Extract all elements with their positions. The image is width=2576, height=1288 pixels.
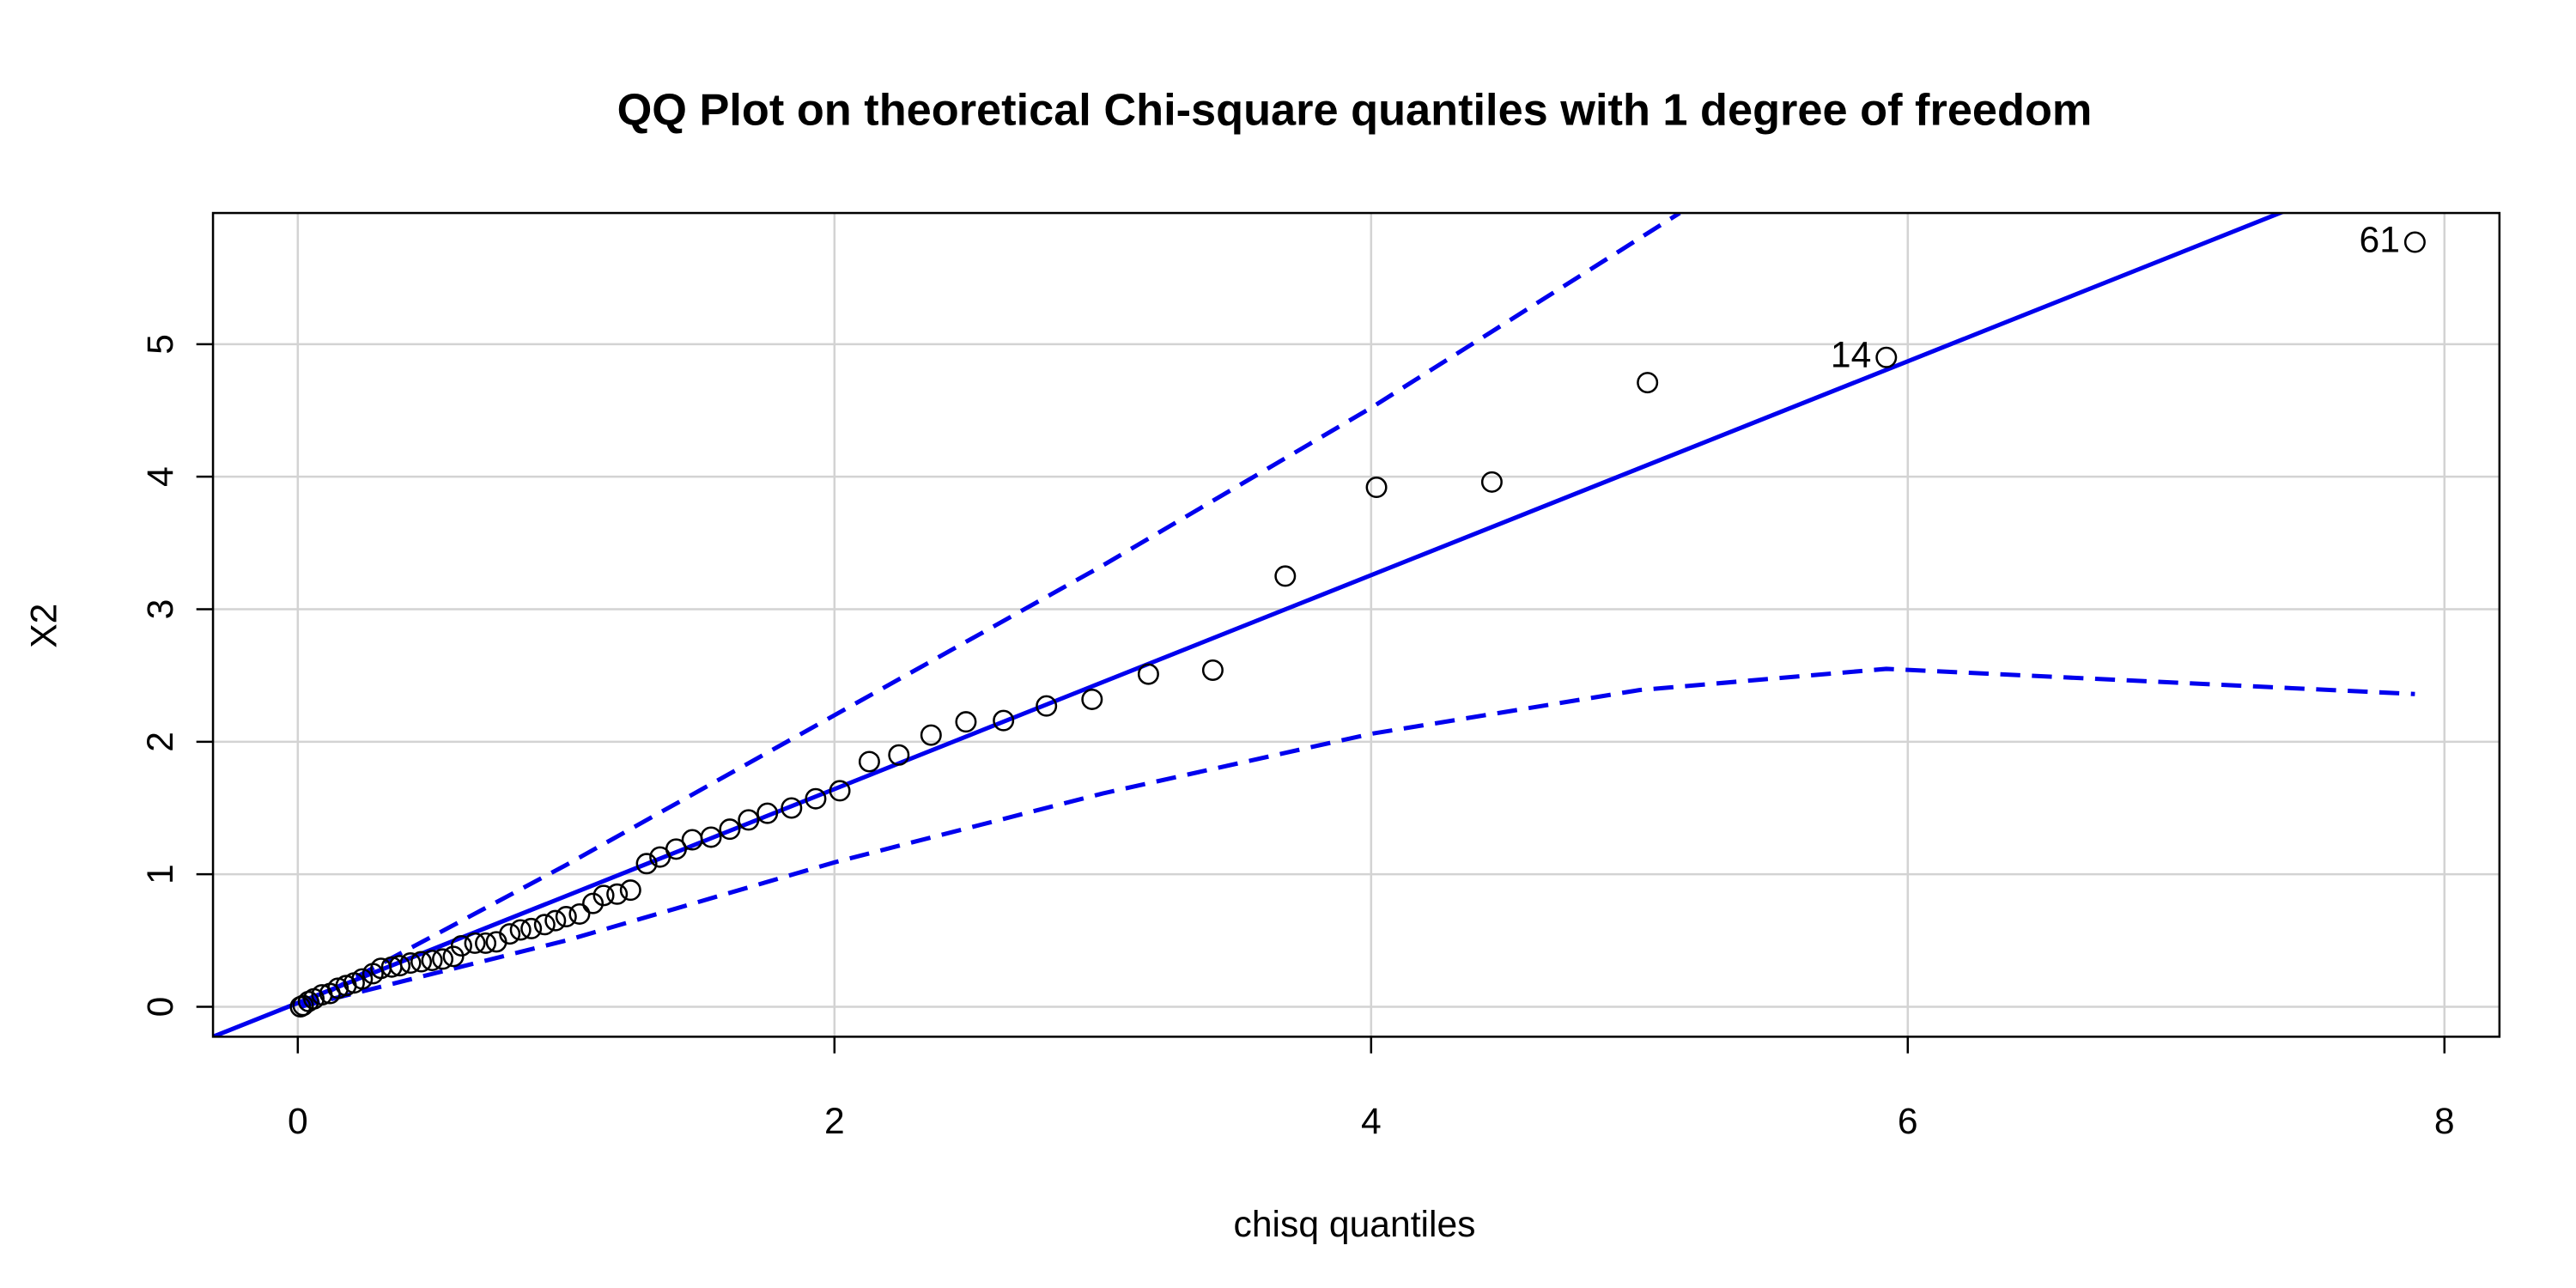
point — [606, 883, 629, 905]
reference-line — [213, 213, 2286, 1037]
x-tick-label: 8 — [2434, 1101, 2455, 1142]
point — [421, 949, 443, 971]
chart-title: QQ Plot on theoretical Chi-square quanti… — [617, 85, 2093, 135]
point — [920, 724, 942, 746]
axes: 0 2 4 6 8 0 1 2 3 4 5 — [140, 334, 2454, 1142]
point — [1036, 695, 1058, 717]
point — [442, 945, 465, 968]
point — [858, 750, 880, 773]
point-label: 61 — [2360, 219, 2400, 260]
point-label: 14 — [1831, 335, 1871, 376]
point — [649, 846, 671, 868]
x-tick-label: 0 — [288, 1101, 308, 1142]
y-tick-label: 4 — [140, 466, 181, 487]
y-tick-label: 0 — [140, 997, 181, 1018]
point — [993, 709, 1015, 732]
point — [1480, 471, 1503, 493]
point — [520, 917, 543, 939]
point — [485, 931, 507, 953]
point — [475, 932, 497, 954]
point — [888, 744, 910, 766]
point — [2403, 231, 2426, 253]
point — [582, 892, 605, 914]
point — [432, 948, 454, 970]
point — [592, 884, 615, 907]
point — [1137, 663, 1159, 685]
y-axis-label: X2 — [24, 604, 65, 648]
point — [805, 787, 827, 810]
x-tick-label: 2 — [824, 1101, 845, 1142]
point — [738, 809, 760, 831]
point — [464, 932, 486, 954]
point — [829, 780, 851, 802]
point — [555, 906, 577, 928]
point — [289, 995, 312, 1018]
point — [1875, 346, 1898, 368]
point — [319, 982, 341, 1005]
point — [509, 919, 532, 941]
envelope-line — [300, 666, 2415, 1009]
points: 61 14 — [289, 219, 2426, 1018]
point — [635, 853, 658, 875]
point — [1637, 372, 1659, 394]
point — [1274, 565, 1297, 587]
envelope-line — [299, 213, 1681, 1009]
point — [781, 797, 803, 819]
point — [544, 909, 567, 932]
point — [1201, 659, 1224, 681]
x-axis-label: chisq quantiles — [1234, 1204, 1476, 1245]
point — [568, 902, 591, 925]
point — [380, 956, 403, 978]
y-tick-label: 3 — [140, 599, 181, 620]
y-tick-label: 5 — [140, 334, 181, 355]
y-tick-label: 2 — [140, 732, 181, 752]
lines — [213, 213, 2415, 1037]
point — [1365, 477, 1388, 499]
x-tick-label: 6 — [1898, 1101, 1918, 1142]
point — [955, 711, 977, 733]
point — [756, 802, 779, 824]
y-tick-label: 1 — [140, 864, 181, 884]
point — [719, 818, 741, 841]
point — [681, 829, 703, 851]
point — [361, 963, 384, 985]
x-tick-label: 4 — [1361, 1101, 1382, 1142]
point — [1081, 688, 1103, 710]
point — [410, 951, 433, 973]
grid — [213, 213, 2500, 1037]
point — [619, 879, 641, 902]
plot-frame — [211, 211, 2501, 1038]
point — [533, 914, 556, 936]
